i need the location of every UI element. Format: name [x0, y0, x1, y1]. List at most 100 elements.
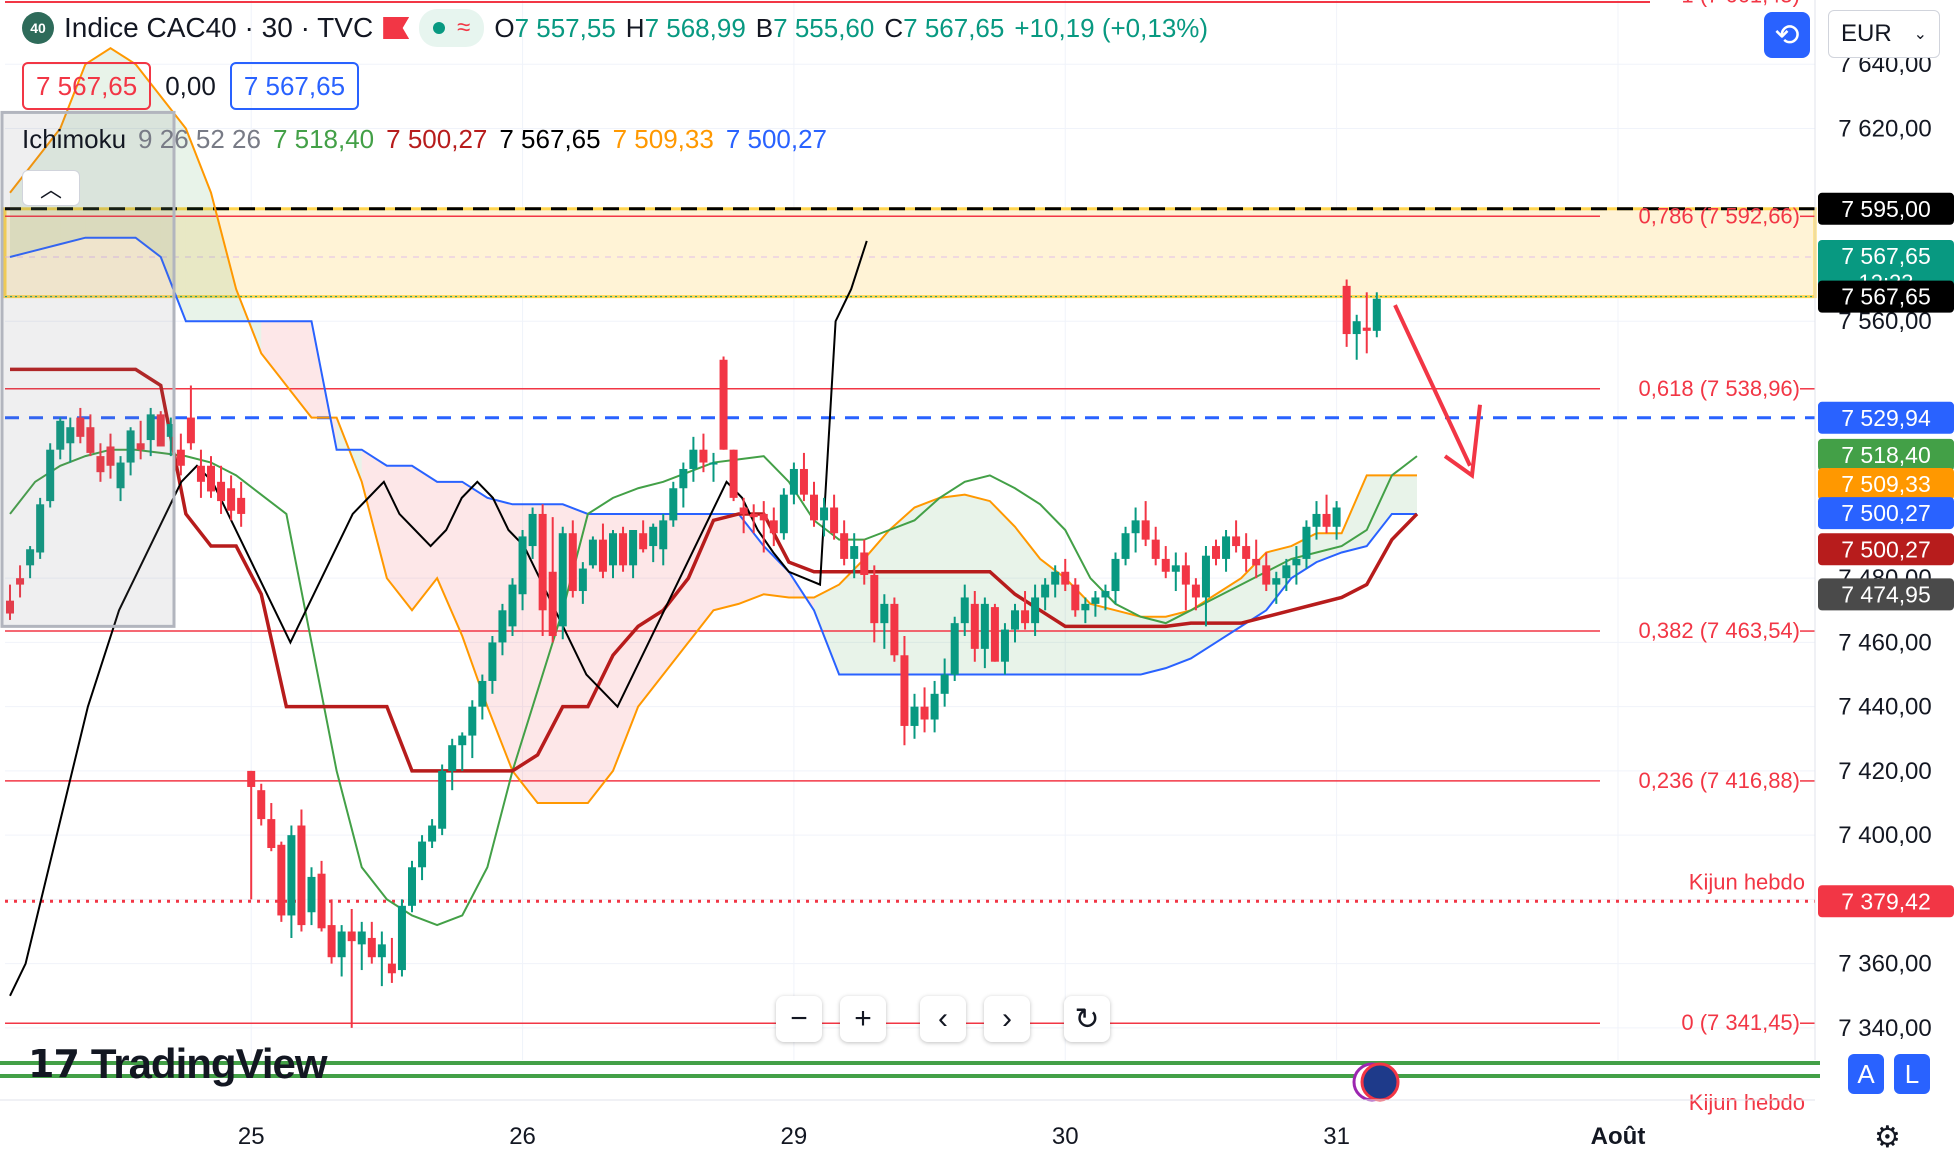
cloud-segment — [1115, 610, 1141, 675]
candle-body — [940, 674, 949, 694]
buy-button[interactable]: 7 567,65 — [229, 62, 360, 110]
reset-chart-button[interactable]: ↻ — [1064, 996, 1110, 1042]
ohlc-low: B7 555,60 — [755, 12, 875, 43]
cloud-segment — [85, 48, 111, 238]
senkou-b-line — [9, 236, 1417, 676]
candle-body — [267, 819, 276, 848]
currency-value: EUR — [1841, 20, 1892, 47]
candle-body — [86, 427, 95, 453]
kijun-weekly-label: Kijun hebdo — [1689, 869, 1805, 894]
candle-body — [1232, 536, 1241, 547]
senkou-b-value: 7 500,27 — [725, 124, 828, 154]
ohlc-open: O7 557,55 — [494, 12, 616, 43]
candle-body — [930, 693, 939, 720]
cloud-segment — [814, 584, 840, 675]
candle-body — [1161, 558, 1170, 572]
candle-body — [840, 533, 849, 559]
candle-body — [297, 825, 306, 926]
price-tick-label: 7 360,00 — [1838, 951, 1931, 978]
indicator-name: Ichimoku — [22, 124, 127, 154]
indicator-legend[interactable]: Ichimoku 9 26 52 26 7 518,40 7 500,27 7 … — [22, 124, 827, 155]
kijun-weekly-label-bottom: Kijun hebdo — [1689, 1090, 1805, 1115]
market-open-icon — [433, 22, 446, 34]
candle-body — [126, 430, 135, 463]
candle-body — [357, 931, 366, 945]
candle-body — [598, 539, 607, 572]
candle-body — [76, 417, 85, 437]
spread-value: 0,00 — [165, 70, 216, 101]
candle-body — [1252, 558, 1261, 566]
candle-body — [1272, 578, 1281, 585]
candle-body — [166, 424, 175, 437]
tradingview-wordmark: TradingView — [90, 1040, 328, 1087]
candle-body — [769, 520, 778, 534]
time-tick-label: 30 — [1052, 1123, 1079, 1150]
candle-body — [1000, 629, 1009, 662]
cloud-segment — [110, 48, 136, 238]
candle-body — [1141, 520, 1150, 540]
scroll-right-button[interactable]: › — [984, 996, 1030, 1042]
candle-body — [689, 449, 698, 469]
tradingview-mark-icon: 𝟭𝟳 — [28, 1043, 80, 1086]
log-scale-button[interactable]: L — [1894, 1054, 1930, 1094]
candle-body — [66, 427, 75, 444]
candle-body — [588, 539, 597, 566]
candle-body — [538, 513, 547, 611]
sell-button[interactable]: 7 567,65 — [22, 62, 152, 110]
settings-icon[interactable]: ⚙ — [1874, 1121, 1901, 1154]
auto-scale-button[interactable]: A — [1848, 1054, 1884, 1094]
candle-body — [96, 456, 105, 473]
candle-body — [36, 504, 45, 553]
minus-icon: − — [790, 1002, 808, 1035]
candle-body — [860, 552, 869, 575]
cloud-segment — [763, 546, 789, 598]
candle-body — [508, 584, 517, 627]
candle-body — [317, 873, 326, 929]
flag-icon[interactable] — [383, 17, 410, 39]
ohlc-close: C7 567,65 — [884, 12, 1005, 43]
price-tick-label: 7 400,00 — [1838, 822, 1931, 849]
candle-body — [488, 642, 497, 681]
market-status[interactable]: ≈ — [419, 9, 485, 47]
time-tick-label: Août — [1591, 1123, 1646, 1150]
candle-body — [1151, 539, 1160, 559]
currency-select[interactable]: EUR ⌄ — [1828, 10, 1940, 58]
candle-body — [980, 603, 989, 649]
candle-body — [1051, 571, 1060, 585]
candle-body — [679, 468, 688, 489]
collapse-legend-button[interactable]: ︿ — [22, 170, 80, 206]
tenkan-value: 7 518,40 — [272, 124, 375, 154]
candle-body — [518, 536, 527, 595]
candle-body — [749, 513, 758, 518]
candle-body — [719, 359, 728, 450]
candle-body — [1181, 565, 1190, 585]
symbol-title[interactable]: Indice CAC40 · 30 · TVC — [64, 12, 374, 43]
candle-body — [56, 420, 65, 450]
candle-body — [1242, 546, 1251, 559]
candle-body — [458, 735, 467, 746]
candle-body — [810, 494, 818, 521]
candle-body — [1201, 555, 1210, 598]
chevron-right-icon: › — [1002, 1002, 1012, 1035]
candle-body — [1322, 513, 1331, 527]
sync-icon: ⟲ — [1774, 18, 1800, 52]
cloud-segment — [1341, 475, 1367, 553]
candle-body — [1061, 571, 1070, 585]
candle-body — [960, 597, 969, 624]
compare-button[interactable]: ⟲ — [1764, 12, 1810, 58]
candle-body — [1091, 597, 1100, 604]
zoom-out-button[interactable]: − — [776, 996, 822, 1042]
wave-icon: ≈ — [457, 14, 471, 41]
candle-body — [46, 449, 55, 502]
candle-body — [1101, 591, 1110, 598]
candle-body — [478, 680, 487, 707]
candle-body — [820, 507, 829, 521]
price-axis: 7 340,007 360,007 380,007 400,007 420,00… — [1814, 0, 1954, 1060]
zoom-in-button[interactable]: + — [840, 996, 886, 1042]
tradingview-logo: 𝟭𝟳 TradingView — [28, 1040, 328, 1088]
candle-body — [227, 488, 236, 511]
scroll-left-button[interactable]: ‹ — [920, 996, 966, 1042]
trade-panel: 7 567,65 0,00 7 567,65 — [22, 62, 360, 110]
price-tag-label: 7 595,00 — [1841, 196, 1931, 222]
